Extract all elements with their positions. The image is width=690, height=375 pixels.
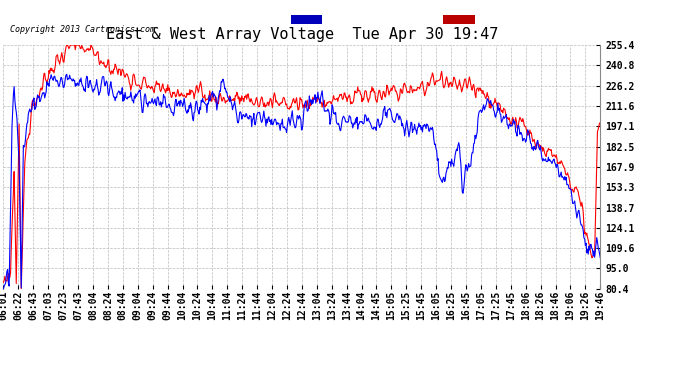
Text: Copyright 2013 Cartronics.com: Copyright 2013 Cartronics.com bbox=[10, 25, 155, 34]
Legend: East Array  (DC Volts), West Array  (DC Volts): East Array (DC Volts), West Array (DC Vo… bbox=[290, 15, 595, 25]
Title: East & West Array Voltage  Tue Apr 30 19:47: East & West Array Voltage Tue Apr 30 19:… bbox=[106, 27, 498, 42]
